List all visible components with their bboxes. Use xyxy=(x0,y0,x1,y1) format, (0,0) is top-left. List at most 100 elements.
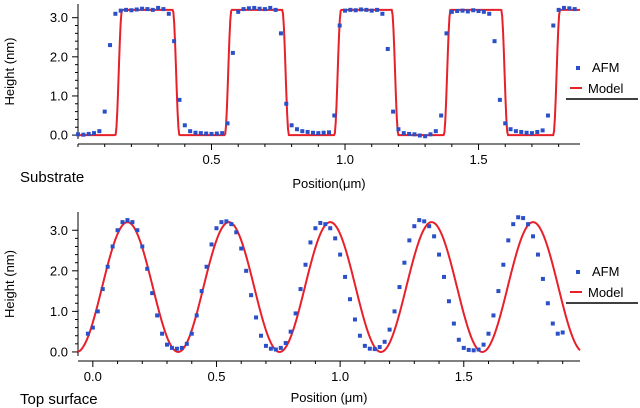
afm-data-point xyxy=(486,331,491,336)
afm-data-point xyxy=(283,341,288,346)
afm-data-point xyxy=(471,8,476,13)
afm-data-point xyxy=(481,9,486,14)
afm-data-point xyxy=(224,219,229,224)
chart-panel-2: 0.0 1.0 2.0 3.0 0.0 0.5 1.0 1.5 Height (nm) Posit… xyxy=(2,212,638,408)
afm-data-point xyxy=(244,268,249,273)
afm-data-point xyxy=(364,7,369,12)
x-tick-label: 1.5 xyxy=(455,369,473,384)
afm-data-point xyxy=(95,309,100,314)
afm-data-point xyxy=(367,346,372,351)
afm-data-point xyxy=(362,343,367,348)
afm-data-point xyxy=(417,133,422,138)
afm-data-point xyxy=(125,218,130,223)
afm-data-point xyxy=(481,342,486,347)
afm-data-point xyxy=(150,7,155,12)
afm-data-point xyxy=(204,131,209,136)
afm-data-point xyxy=(318,220,323,225)
y-tick-label: 1.0 xyxy=(50,88,68,103)
afm-data-point xyxy=(433,129,438,134)
afm-data-point xyxy=(209,131,214,136)
afm-data-point xyxy=(252,5,257,10)
afm-data-point xyxy=(313,226,318,231)
afm-data-point xyxy=(545,301,550,306)
afm-data-point xyxy=(526,222,531,227)
afm-data-point xyxy=(184,341,189,346)
afm-data-point xyxy=(118,8,123,13)
y-tick-label: 2.0 xyxy=(50,49,68,64)
afm-data-point xyxy=(140,244,145,249)
afm-data-point xyxy=(446,299,451,304)
afm-data-point xyxy=(189,331,194,336)
afm-data-point xyxy=(124,7,129,12)
afm-data-point xyxy=(422,219,427,224)
afm-data-point xyxy=(268,5,273,10)
afm-data-point xyxy=(456,337,461,342)
afm-data-point xyxy=(382,339,387,344)
afm-data-point xyxy=(437,252,442,257)
afm-data-point xyxy=(161,7,166,12)
afm-data-point xyxy=(115,228,120,233)
afm-data-point xyxy=(501,262,506,267)
afm-data-point xyxy=(503,121,508,126)
afm-data-point xyxy=(273,7,278,12)
afm-data-point xyxy=(461,345,466,350)
afm-data-point xyxy=(427,224,432,229)
afm-data-point xyxy=(135,228,140,233)
afm-data-point xyxy=(134,7,139,12)
afm-data-point xyxy=(105,264,110,269)
afm-data-point xyxy=(353,8,358,13)
afm-data-point xyxy=(375,7,380,12)
afm-data-point xyxy=(476,9,481,14)
afm-data-point xyxy=(391,109,396,114)
afm-data-point xyxy=(402,260,407,265)
y-axis-label: Height (nm) xyxy=(2,38,17,106)
y-tick-label: 3.0 xyxy=(50,223,68,238)
afm-data-point xyxy=(177,97,182,102)
afm-data-point xyxy=(140,6,145,11)
afm-data-point xyxy=(220,131,225,136)
afm-data-point xyxy=(193,130,198,135)
afm-data-point xyxy=(289,123,294,128)
afm-data-point xyxy=(417,218,422,223)
afm-data-point xyxy=(387,327,392,332)
afm-data-point xyxy=(407,131,412,136)
afm-data-point xyxy=(303,262,308,267)
afm-data-point xyxy=(348,7,353,12)
afm-data-point xyxy=(241,7,246,12)
afm-data-point xyxy=(300,129,305,134)
afm-data-point xyxy=(145,7,150,12)
afm-data-point xyxy=(174,346,179,351)
afm-data-point xyxy=(165,342,170,347)
afm-data-point xyxy=(145,266,150,271)
afm-data-point xyxy=(129,8,134,13)
afm-data-point xyxy=(225,121,230,126)
afm-data-point xyxy=(100,287,105,292)
afm-data-point xyxy=(343,274,348,279)
afm-data-point xyxy=(76,132,80,137)
afm-data-point xyxy=(246,6,251,11)
afm-data-point xyxy=(179,345,184,350)
afm-data-point xyxy=(506,238,511,243)
afm-data-point xyxy=(535,129,540,134)
afm-data-point xyxy=(441,274,446,279)
afm-data-point xyxy=(108,43,113,48)
afm-data-point xyxy=(321,130,326,135)
afm-data-point xyxy=(369,8,374,13)
afm-data-point xyxy=(308,240,313,245)
afm-data-point xyxy=(545,113,550,118)
y-tick-label: 0.0 xyxy=(50,344,68,359)
afm-data-point xyxy=(561,5,566,10)
afm-data-point xyxy=(333,236,338,241)
afm-data-point xyxy=(150,291,155,296)
afm-data-point xyxy=(439,113,444,118)
afm-data-point xyxy=(259,333,263,338)
afm-data-point xyxy=(550,321,555,326)
afm-data-point xyxy=(278,31,283,36)
afm-data-point xyxy=(556,7,561,12)
afm-data-point xyxy=(316,131,321,136)
afm-data-point xyxy=(535,252,540,257)
afm-data-point xyxy=(492,39,497,44)
x-tick-label: 0.5 xyxy=(207,369,225,384)
afm-data-point xyxy=(380,11,385,16)
afm-data-point xyxy=(519,129,524,134)
